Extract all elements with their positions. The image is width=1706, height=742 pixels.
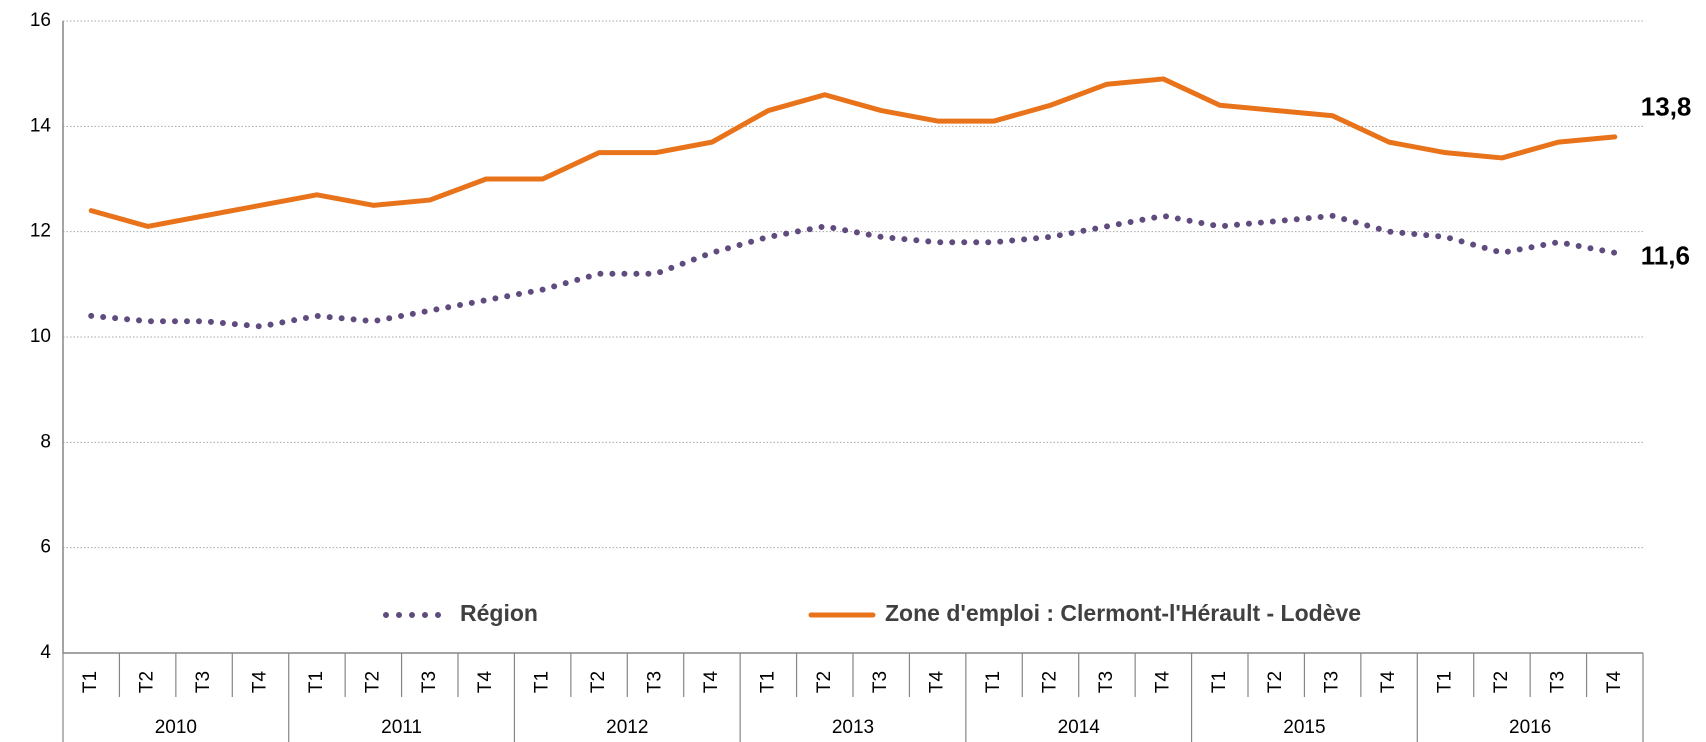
x-tick-label: T2 xyxy=(1040,671,1061,693)
x-tick-label: T2 xyxy=(1491,671,1512,693)
y-tick-label: 8 xyxy=(40,431,51,452)
x-tick-label: T4 xyxy=(927,670,948,693)
end-label: 11,6 xyxy=(1641,241,1690,271)
x-tick-label: T4 xyxy=(701,670,722,693)
y-tick-label: 16 xyxy=(30,10,51,31)
x-tick-label: T1 xyxy=(757,671,778,693)
x-tick-label: T1 xyxy=(80,671,101,693)
x-tick-label: T2 xyxy=(362,671,383,693)
series-line xyxy=(88,212,1618,330)
x-group-label: 2014 xyxy=(1058,717,1101,738)
y-tick-label: 14 xyxy=(30,115,52,136)
x-tick-label: T1 xyxy=(532,671,553,693)
x-tick-label: T3 xyxy=(193,671,214,693)
y-tick-label: 10 xyxy=(30,326,51,347)
x-group-label: 2010 xyxy=(155,717,197,738)
y-tick-label: 12 xyxy=(30,221,51,242)
x-group-label: 2011 xyxy=(381,717,422,738)
x-group-label: 2013 xyxy=(832,717,874,738)
x-group-label: 2015 xyxy=(1283,717,1325,738)
x-tick-label: T2 xyxy=(814,671,835,693)
x-tick-label: T3 xyxy=(1096,671,1117,693)
x-tick-label: T1 xyxy=(306,671,327,693)
y-tick-label: 6 xyxy=(40,537,51,558)
x-tick-label: T1 xyxy=(983,671,1004,693)
x-tick-label: T3 xyxy=(1322,671,1343,693)
x-tick-label: T3 xyxy=(645,671,666,693)
x-tick-label: T4 xyxy=(1604,670,1625,693)
legend-label: Région xyxy=(460,600,538,626)
x-tick-label: T2 xyxy=(588,671,609,693)
x-tick-label: T1 xyxy=(1209,671,1230,693)
series-line xyxy=(88,76,1618,229)
x-tick-label: T4 xyxy=(1378,670,1399,693)
x-tick-label: T3 xyxy=(419,671,440,693)
end-label: 13,8 xyxy=(1641,92,1692,122)
x-group-label: 2012 xyxy=(606,717,648,738)
x-tick-label: T4 xyxy=(250,670,271,693)
x-tick-label: T3 xyxy=(1547,671,1568,693)
x-group-label: 2016 xyxy=(1509,717,1551,738)
x-tick-label: T2 xyxy=(137,671,158,693)
x-tick-label: T3 xyxy=(870,671,891,693)
y-tick-label: 4 xyxy=(40,642,51,663)
x-tick-label: T4 xyxy=(475,670,496,693)
x-tick-label: T1 xyxy=(1435,671,1456,693)
legend-label: Zone d'emploi : Clermont-l'Hérault - Lod… xyxy=(885,600,1361,626)
x-tick-label: T2 xyxy=(1265,671,1286,693)
x-tick-label: T4 xyxy=(1152,670,1173,693)
